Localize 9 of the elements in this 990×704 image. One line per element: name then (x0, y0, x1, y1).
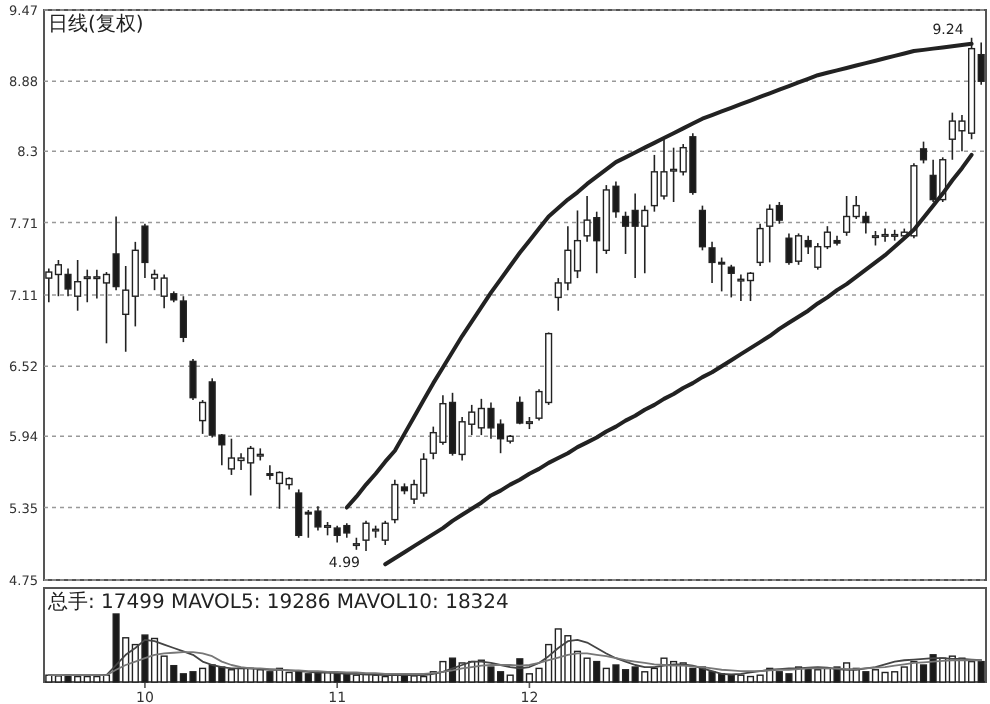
line-series (383, 152, 974, 567)
candlestick (756, 222, 764, 267)
candlestick (698, 204, 707, 252)
candlestick (919, 140, 928, 165)
candlestick (189, 358, 197, 401)
line-series (344, 41, 974, 510)
candlestick (727, 264, 735, 299)
chart-title: 总手: 17499 MAVOL5: 19286 MAVOL10: 18324 (46, 590, 509, 614)
chart-title: 日线(复权) (48, 12, 144, 36)
